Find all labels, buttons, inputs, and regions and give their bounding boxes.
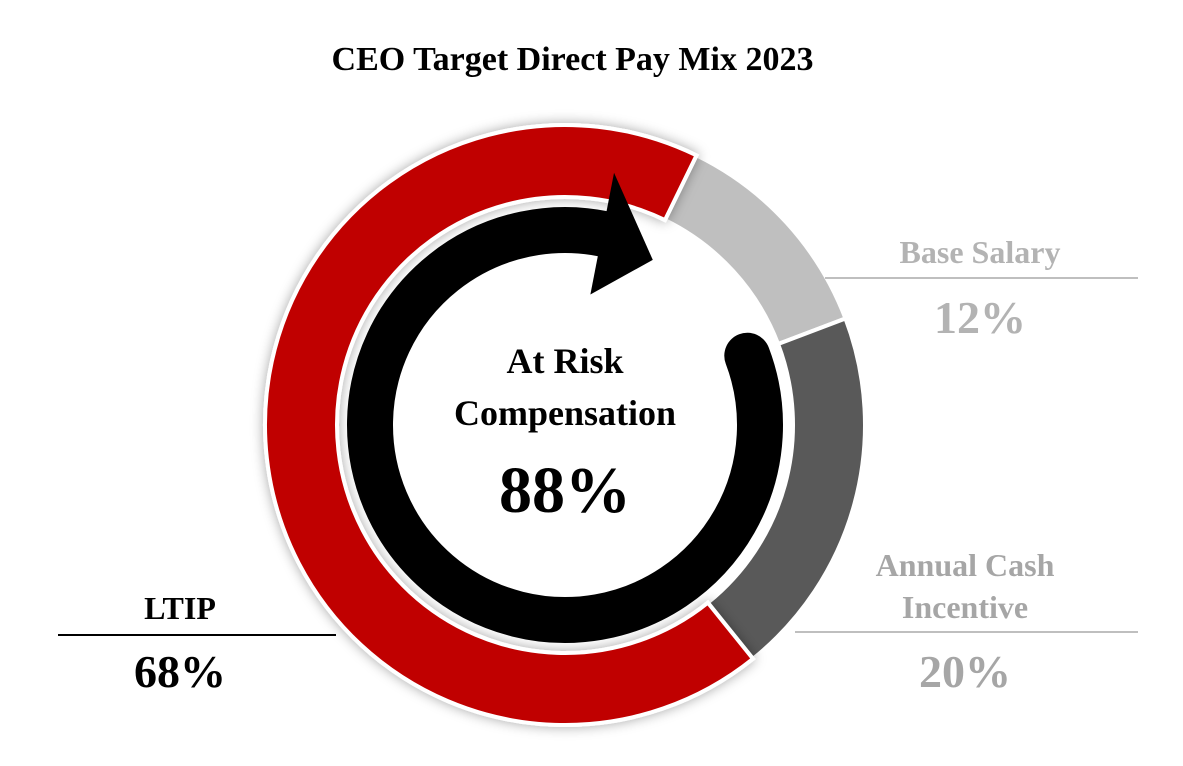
slice (662, 152, 849, 347)
value-label: 12% (934, 292, 1026, 343)
chart-title: CEO Target Direct Pay Mix 2023 (331, 41, 814, 78)
category-label: Base Salary (899, 234, 1061, 270)
at-risk-arrow (347, 207, 783, 643)
center-value: 88% (499, 454, 631, 527)
category-label: Annual Cash Incentive (875, 547, 1055, 625)
value-label: 68% (134, 646, 226, 697)
donut (263, 123, 867, 727)
category-label: LTIP (144, 590, 216, 626)
slice (263, 123, 756, 727)
arrow-head (590, 172, 653, 295)
value-label: 20% (919, 646, 1011, 697)
center-text: At Risk Compensation (453, 341, 677, 434)
